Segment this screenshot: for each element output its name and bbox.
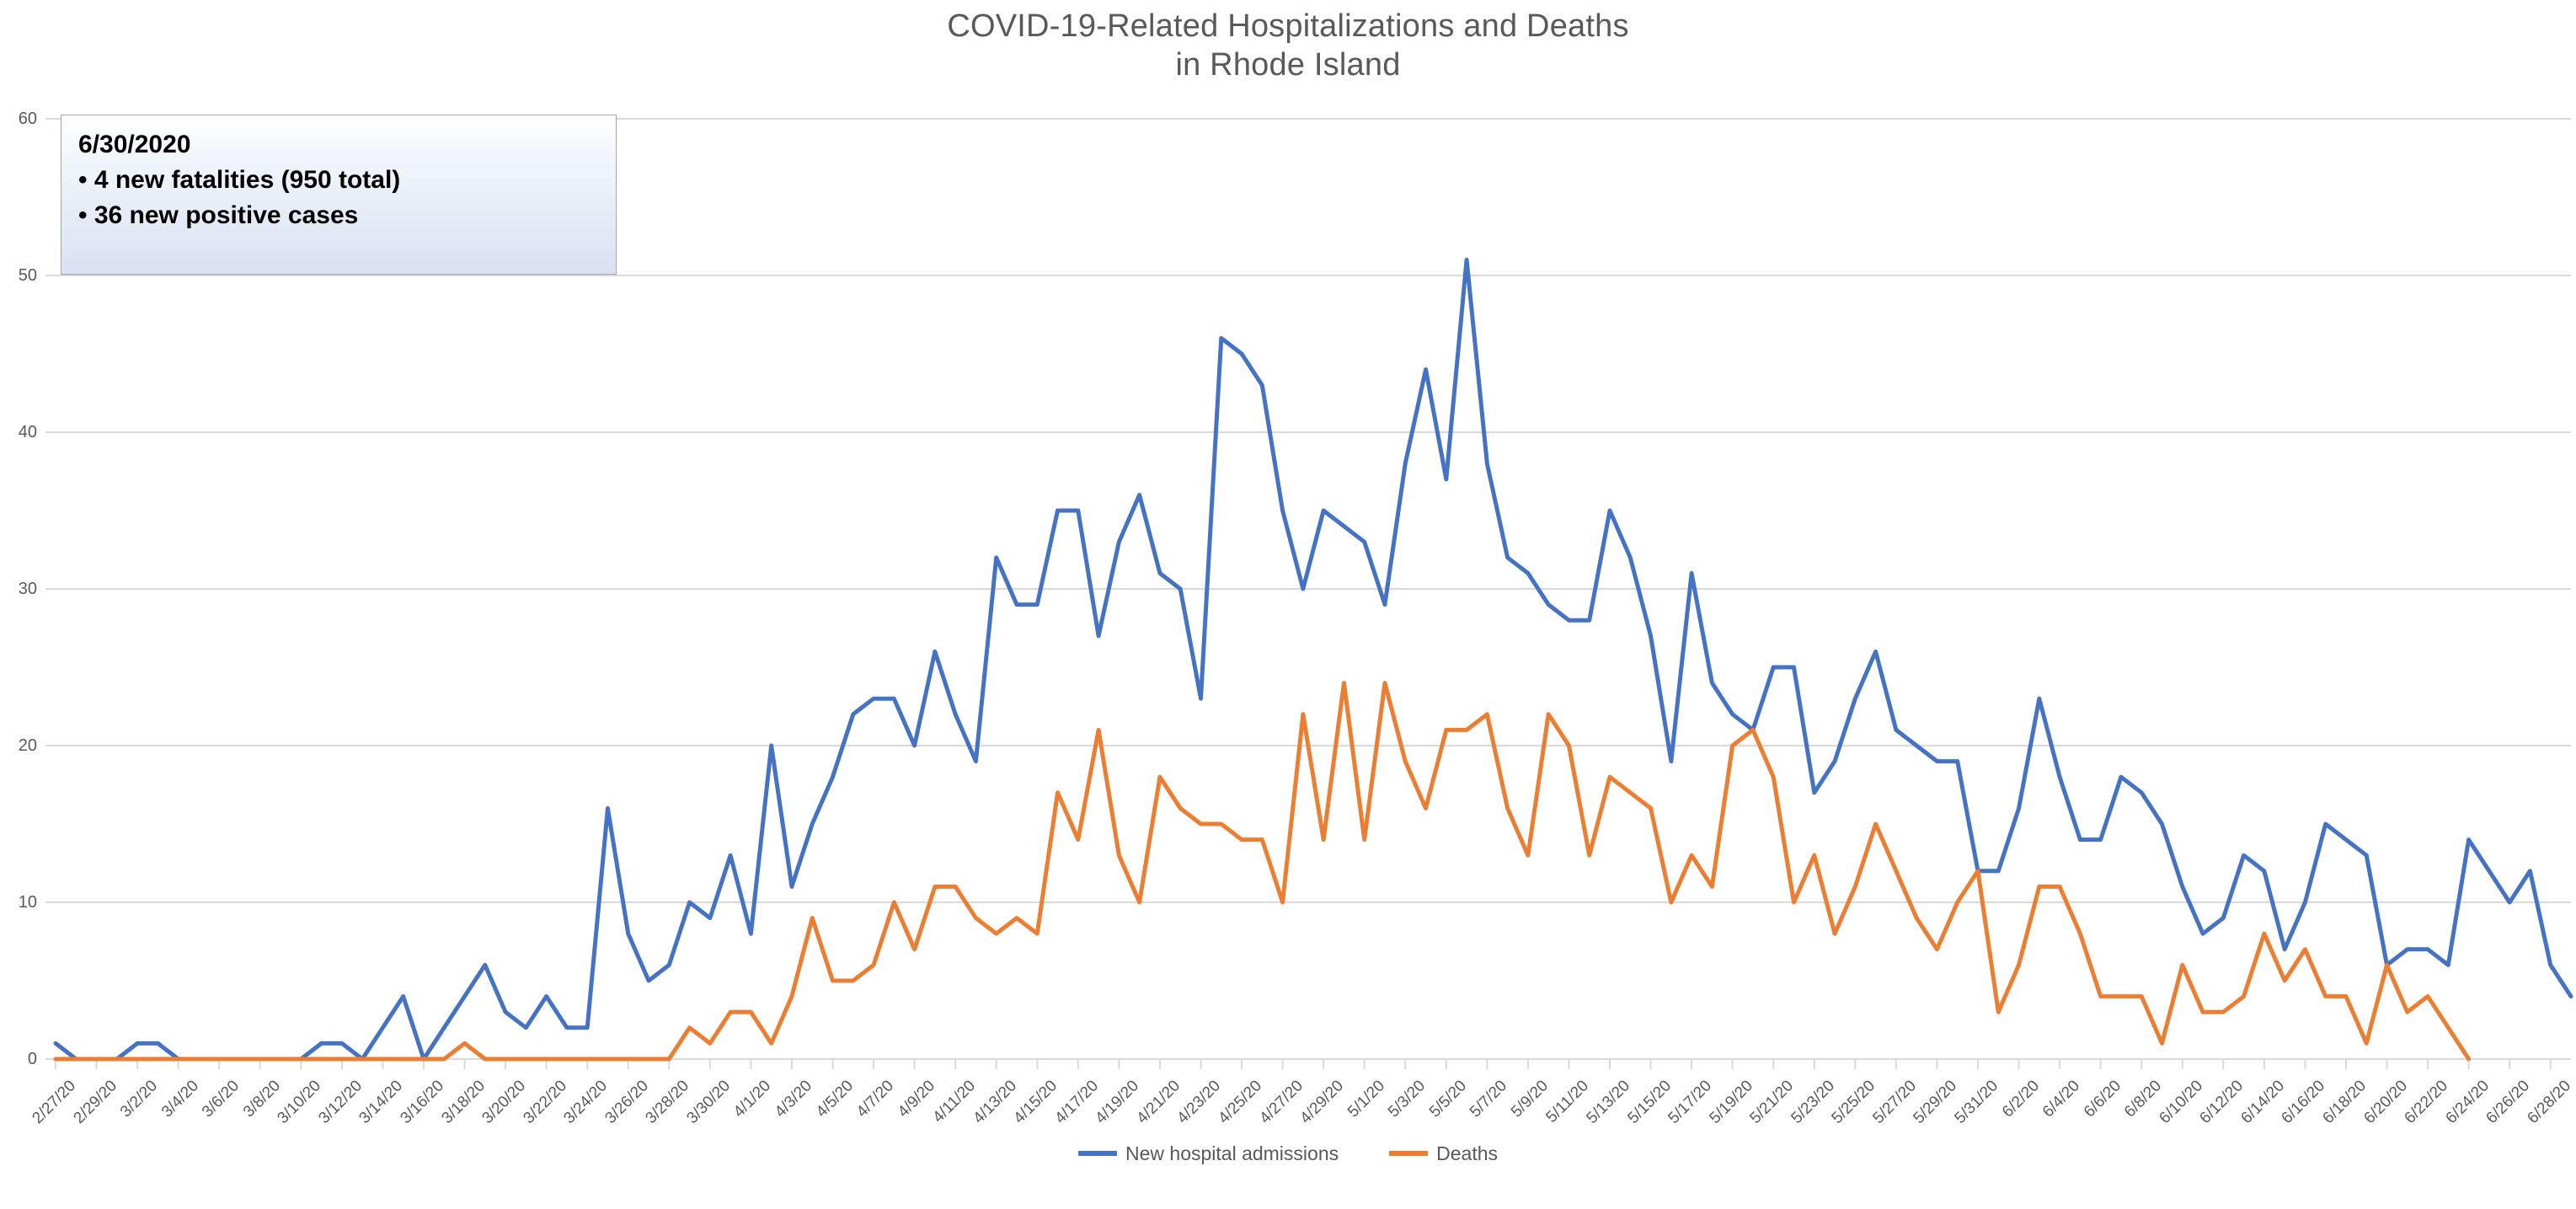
callout-bullet-cases: • 36 new positive cases (78, 201, 359, 229)
legend-item-deaths[interactable]: Deaths (1389, 1142, 1498, 1164)
chart-title: COVID-19-Related Hospitalizations and De… (0, 7, 2576, 84)
plot-area (45, 118, 2573, 1069)
legend-swatch-admissions (1078, 1151, 1117, 1156)
y-axis-label: 30 (18, 580, 37, 598)
series-line-admissions[interactable] (53, 257, 2573, 1062)
callout-bullet-fatalities: • 4 new fatalities (950 total) (78, 166, 401, 194)
y-axis-label: 0 (27, 1050, 37, 1068)
chart-container: COVID-19-Related Hospitalizations and De… (0, 7, 2576, 1164)
y-axis-label: 60 (18, 110, 37, 128)
legend-label-deaths: Deaths (1436, 1142, 1498, 1164)
legend-swatch-deaths (1389, 1151, 1429, 1156)
annotation-callout: 6/30/2020 • 4 new fatalities (950 total)… (61, 115, 617, 275)
chart-title-line-2: in Rhode Island (1175, 47, 1401, 83)
series-line-deaths[interactable] (53, 681, 2472, 1062)
legend-item-admissions[interactable]: New hospital admissions (1078, 1142, 1339, 1164)
y-axis-label: 50 (18, 266, 37, 285)
chart-title-line-1: COVID-19-Related Hospitalizations and De… (947, 8, 1629, 44)
y-axis-label: 20 (18, 736, 37, 755)
y-axis-label: 40 (18, 423, 37, 441)
callout-date: 6/30/2020 (78, 131, 191, 158)
chart-legend: New hospital admissions Deaths (0, 1142, 2576, 1164)
legend-label-admissions: New hospital admissions (1125, 1142, 1339, 1164)
y-axis-label: 10 (18, 893, 37, 912)
